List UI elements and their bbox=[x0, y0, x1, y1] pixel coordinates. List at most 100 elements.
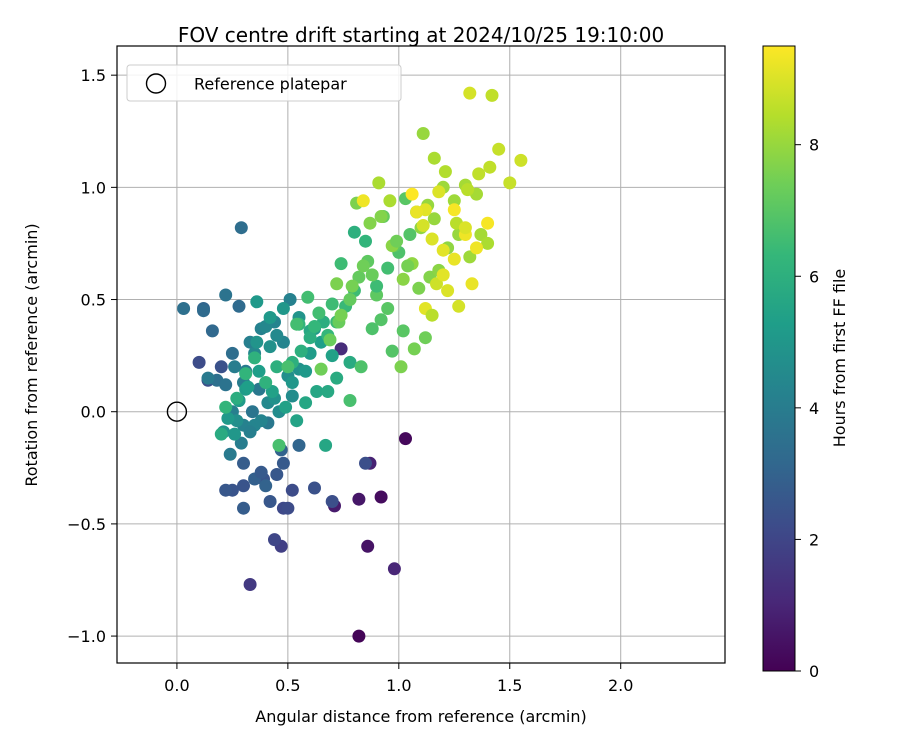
data-point bbox=[192, 355, 206, 369]
data-point bbox=[410, 205, 424, 219]
data-point bbox=[323, 333, 337, 347]
data-point bbox=[427, 212, 441, 226]
data-point bbox=[279, 400, 293, 414]
reference-point-marker bbox=[166, 401, 188, 422]
data-point bbox=[343, 394, 357, 407]
data-point bbox=[405, 187, 419, 201]
data-point bbox=[234, 436, 248, 450]
data-point bbox=[365, 268, 379, 282]
data-point bbox=[447, 203, 461, 217]
data-point bbox=[197, 304, 210, 318]
data-point bbox=[314, 362, 328, 376]
data-point bbox=[447, 194, 461, 208]
x-axis-ticks: 0.0 0.5 1.0 1.5 2.0 bbox=[164, 663, 633, 695]
y-tick-label: 0.0 bbox=[81, 403, 106, 422]
data-point bbox=[452, 299, 466, 313]
data-point bbox=[276, 456, 290, 470]
data-point bbox=[250, 335, 264, 349]
data-point bbox=[381, 261, 395, 275]
data-point bbox=[458, 221, 472, 235]
data-point bbox=[263, 340, 277, 354]
data-point bbox=[390, 234, 404, 248]
data-point bbox=[219, 400, 233, 414]
data-point bbox=[352, 270, 366, 284]
data-point bbox=[485, 88, 499, 102]
data-point bbox=[325, 495, 339, 508]
data-point bbox=[483, 160, 497, 174]
data-point bbox=[241, 380, 255, 394]
data-point bbox=[221, 411, 235, 425]
data-point bbox=[383, 194, 397, 208]
data-point bbox=[177, 302, 191, 315]
data-point bbox=[219, 288, 233, 302]
data-point bbox=[308, 481, 321, 495]
data-point bbox=[436, 243, 450, 257]
x-tick-label: 2.0 bbox=[608, 676, 633, 695]
data-point bbox=[265, 385, 279, 398]
data-point bbox=[268, 533, 281, 547]
data-point bbox=[272, 438, 286, 452]
data-point bbox=[214, 427, 228, 441]
data-point bbox=[281, 360, 295, 374]
y-axis-ticks: −1.0 −0.5 0.0 0.5 1.0 1.5 bbox=[67, 66, 117, 646]
colorbar-label: Hours from first FF file bbox=[830, 269, 849, 448]
data-point bbox=[299, 396, 313, 410]
data-point bbox=[299, 364, 313, 378]
data-point bbox=[234, 221, 248, 235]
data-point bbox=[463, 86, 477, 100]
data-point bbox=[228, 360, 242, 374]
y-tick-label: 0.5 bbox=[81, 291, 106, 310]
data-point bbox=[310, 385, 324, 398]
y-tick-label: 1.5 bbox=[81, 66, 106, 85]
data-point bbox=[343, 293, 357, 306]
data-point bbox=[472, 167, 486, 181]
data-point bbox=[232, 299, 246, 313]
data-point bbox=[374, 313, 388, 327]
data-point bbox=[219, 378, 233, 392]
legend: Reference platepar bbox=[126, 64, 402, 102]
legend-reference-marker bbox=[145, 73, 167, 94]
data-point bbox=[281, 501, 295, 515]
data-point bbox=[418, 331, 432, 345]
data-point bbox=[263, 311, 277, 324]
data-point bbox=[243, 578, 257, 591]
data-point bbox=[321, 385, 335, 398]
colorbar-tick-label: 6 bbox=[809, 267, 819, 286]
data-point bbox=[470, 241, 483, 255]
data-point bbox=[370, 279, 384, 293]
data-point bbox=[481, 216, 495, 230]
data-point bbox=[237, 501, 250, 515]
data-point bbox=[352, 629, 366, 643]
legend-entry-reference: Reference platepar bbox=[194, 75, 347, 94]
data-point bbox=[239, 367, 253, 381]
data-point bbox=[330, 371, 344, 385]
data-point bbox=[503, 176, 517, 190]
data-point bbox=[359, 234, 372, 248]
data-point bbox=[290, 414, 304, 428]
data-point bbox=[387, 562, 401, 576]
data-point bbox=[352, 492, 366, 506]
data-point bbox=[285, 483, 299, 497]
y-tick-label: −0.5 bbox=[67, 515, 106, 534]
data-point bbox=[492, 142, 506, 156]
data-point bbox=[365, 322, 379, 336]
data-point bbox=[399, 432, 412, 446]
data-point bbox=[243, 425, 257, 439]
data-point bbox=[481, 236, 495, 250]
data-point bbox=[461, 183, 475, 197]
data-point bbox=[401, 259, 415, 273]
data-point bbox=[436, 268, 450, 282]
colorbar-tick-label: 4 bbox=[809, 399, 819, 418]
data-point bbox=[228, 427, 242, 441]
plot-frame bbox=[116, 45, 726, 664]
data-point bbox=[438, 165, 452, 179]
data-point bbox=[201, 371, 215, 385]
data-point bbox=[301, 290, 315, 304]
colorbar-ticks: 0 2 4 6 8 bbox=[795, 136, 819, 681]
data-point bbox=[325, 297, 339, 311]
data-point bbox=[416, 219, 430, 232]
data-point bbox=[248, 351, 262, 365]
data-point bbox=[237, 479, 250, 493]
data-point bbox=[432, 185, 446, 199]
